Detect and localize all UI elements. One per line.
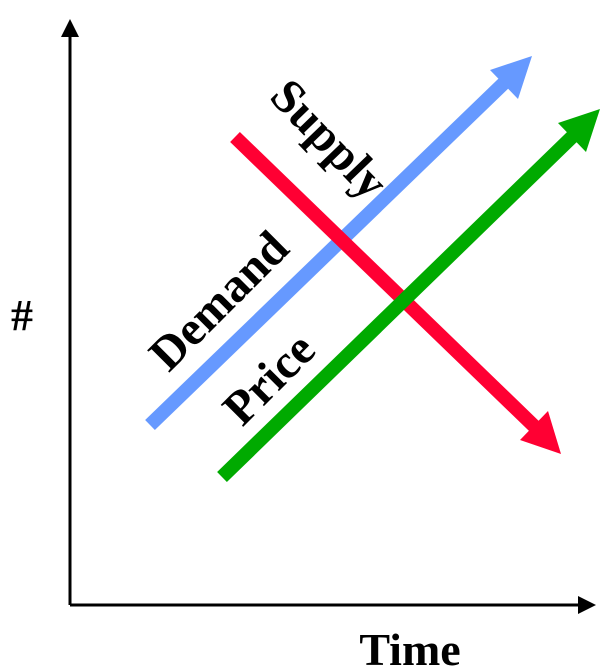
x-axis-label: Time xyxy=(359,624,460,672)
green-arrow xyxy=(217,109,600,483)
y-axis-label: # xyxy=(11,291,33,340)
blue-arrow xyxy=(145,56,532,431)
red-arrow xyxy=(230,131,561,454)
